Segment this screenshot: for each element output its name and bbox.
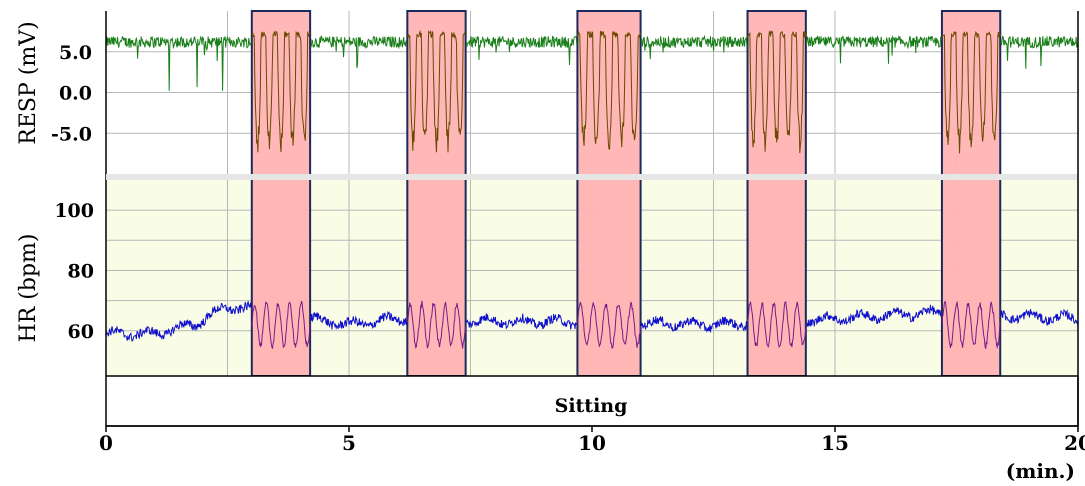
- resp-series-line: [640, 34, 748, 60]
- hr-series-line: [105, 301, 252, 342]
- resp-tick-label: 0.0: [59, 83, 92, 105]
- hr-series-line: [251, 300, 311, 349]
- panel-frames: [105, 11, 1079, 432]
- resp-series-line: [251, 30, 311, 153]
- resp-series-line: [406, 29, 467, 153]
- hr-series-line: [576, 301, 642, 349]
- x-tick-label: 20: [1064, 431, 1085, 455]
- resp-series-line: [941, 30, 1001, 154]
- resp-series-line: [1000, 35, 1079, 69]
- x-tick-label: 5: [342, 431, 356, 455]
- hr-series-line: [406, 300, 467, 350]
- hr-tick-label: 100: [54, 200, 94, 222]
- hr-tick-label: 60: [68, 321, 94, 343]
- x-tick-label: 10: [578, 431, 606, 455]
- condition-label: Sitting: [555, 395, 628, 417]
- hr-series-line: [640, 316, 748, 333]
- hr-axis-label: HR (bpm): [16, 234, 41, 343]
- x-axis-unit: (min.): [1006, 459, 1075, 483]
- resp-series-line: [805, 35, 942, 64]
- x-tick-label: 0: [99, 431, 113, 455]
- x-tick-label: 15: [821, 431, 849, 455]
- condition-box: [105, 375, 1079, 427]
- band: [407, 11, 466, 376]
- band: [747, 11, 806, 376]
- resp-series-line: [465, 35, 578, 66]
- band: [577, 11, 641, 376]
- hr-series-line: [941, 300, 1001, 349]
- band: [251, 11, 311, 376]
- resp-axis-label: RESP (mV): [16, 21, 41, 144]
- resp-series-line: [310, 35, 408, 68]
- hr-series-line: [1000, 308, 1079, 327]
- band: [941, 11, 1001, 376]
- resp-series-line: [105, 35, 252, 91]
- hr-series-line: [310, 310, 408, 330]
- series-lines: [105, 29, 1079, 350]
- hr-series-line: [465, 313, 578, 330]
- hr-series-line: [747, 300, 807, 349]
- hr-series-line: [806, 304, 942, 327]
- resp-series-line: [747, 29, 807, 154]
- resp-series-line: [576, 30, 642, 150]
- hr-tick-label: 80: [68, 260, 94, 282]
- resp-tick-label: 5.0: [59, 42, 92, 64]
- resp-tick-label: -5.0: [51, 123, 92, 145]
